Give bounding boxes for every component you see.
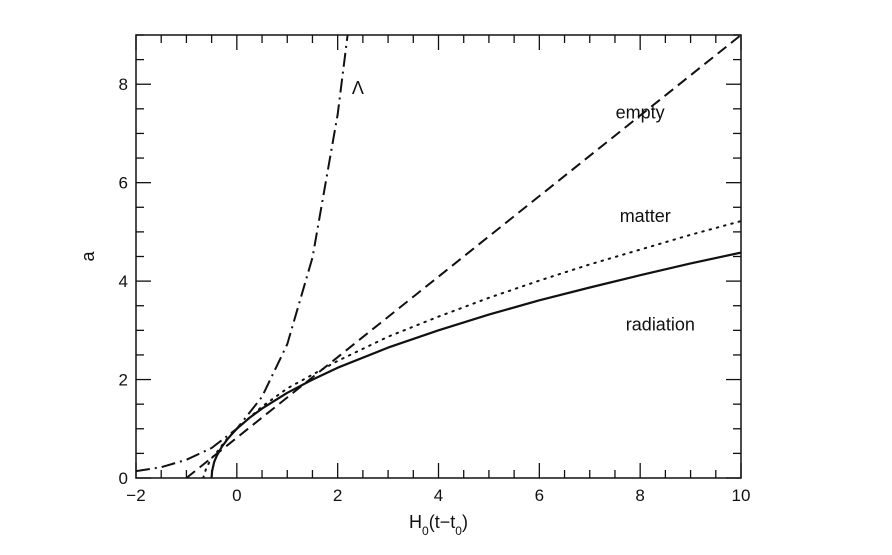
curves: [136, 35, 741, 478]
x-tick-label: 8: [635, 486, 644, 505]
x-axis-label: H0(t−t0): [409, 512, 468, 538]
series-line: [136, 35, 349, 473]
x-tick-label: 4: [434, 486, 443, 505]
x-tick-label: −2: [126, 486, 145, 505]
plot-frame: [135, 34, 742, 479]
x-tick-label: 0: [232, 486, 241, 505]
curve-label: Λ: [352, 78, 364, 98]
y-tick-label: 0: [119, 469, 128, 488]
curve-label: matter: [620, 206, 671, 226]
curve-label: radiation: [626, 314, 695, 334]
y-tick-label: 6: [119, 174, 128, 193]
x-tick-label: 10: [732, 486, 751, 505]
y-tick-label: 8: [119, 75, 128, 94]
x-tick-label: 2: [333, 486, 342, 505]
series-line: [210, 251, 741, 478]
x-axis-label-sub: 0: [455, 524, 462, 538]
y-axis-label: a: [78, 251, 98, 262]
y-tick-label: 2: [119, 371, 128, 390]
x-tick-label: 6: [535, 486, 544, 505]
series-line: [185, 35, 741, 478]
series-line: [202, 220, 741, 478]
axis-ticks: [135, 34, 742, 479]
y-tick-label: 4: [119, 272, 128, 291]
curve-label: empty: [616, 103, 665, 123]
x-axis-label-sub: 0: [422, 524, 429, 538]
